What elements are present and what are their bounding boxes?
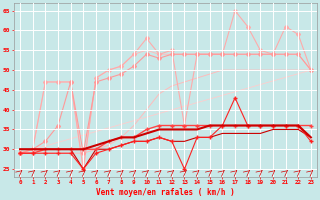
X-axis label: Vent moyen/en rafales ( km/h ): Vent moyen/en rafales ( km/h ) [96, 188, 235, 197]
